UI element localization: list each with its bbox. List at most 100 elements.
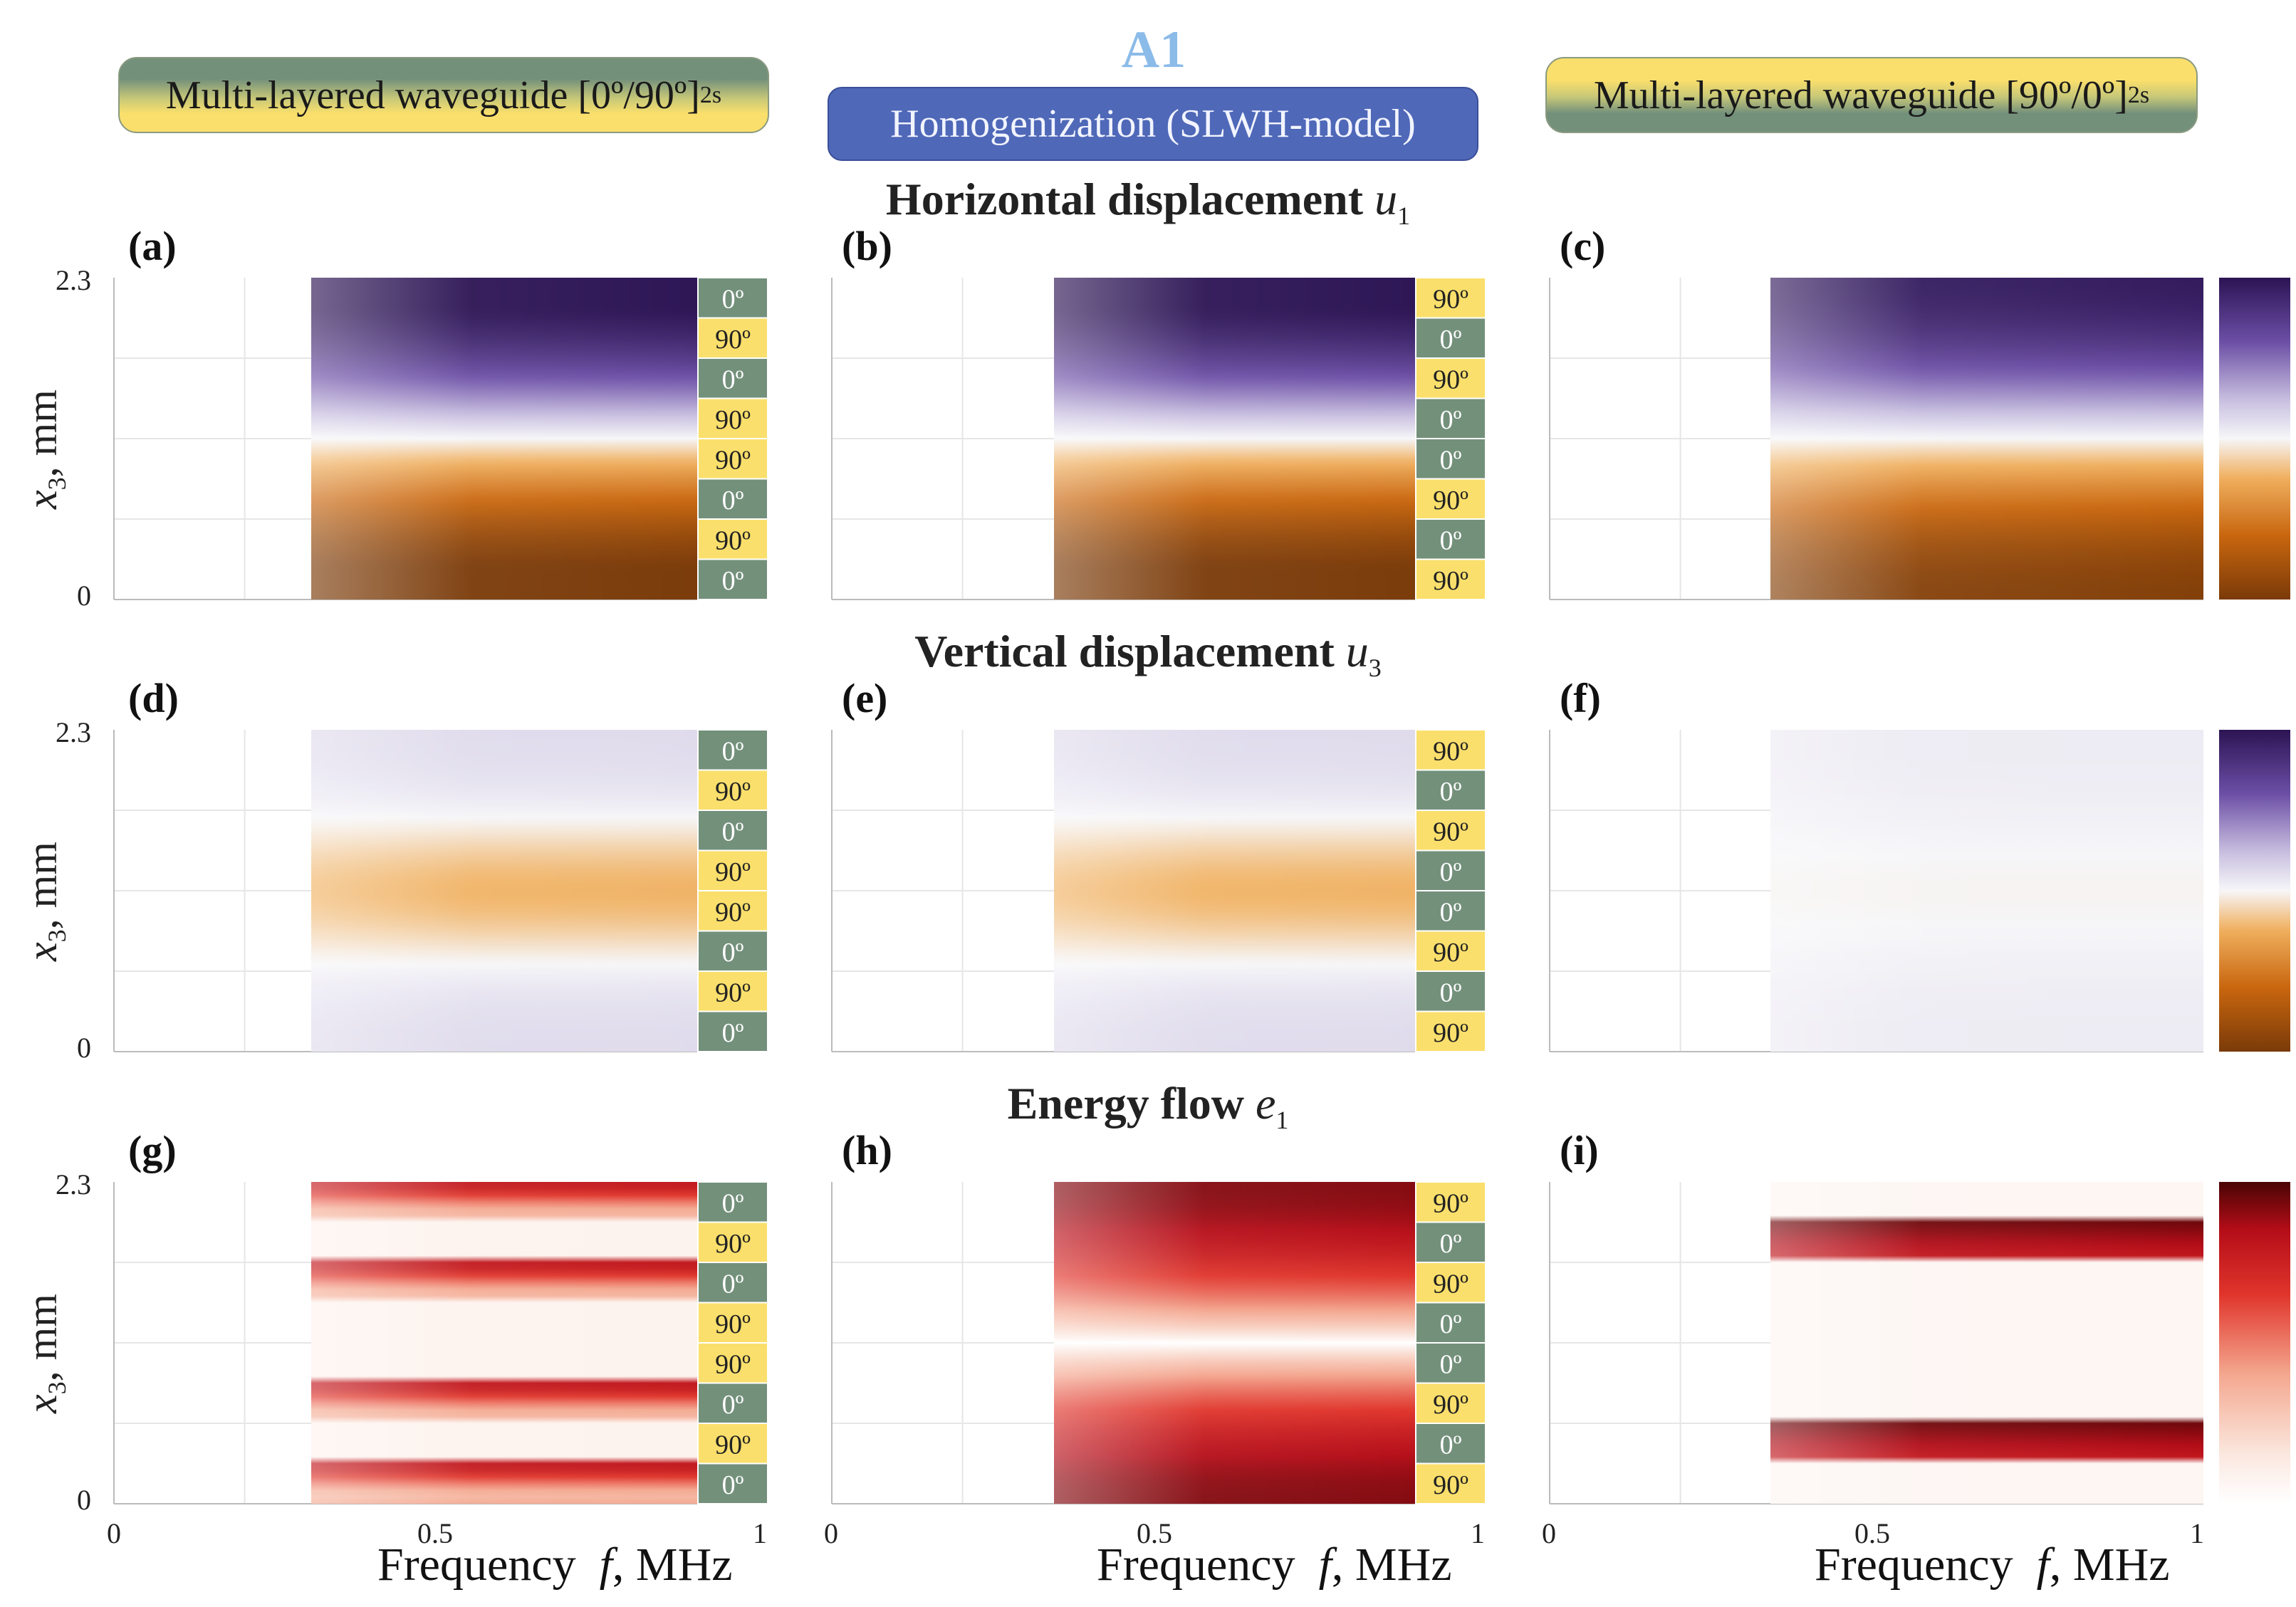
ply-label: 90º [715,405,751,435]
panel-label-i: (i) [1560,1127,1599,1173]
ply-label: 0º [1440,1430,1462,1460]
ply-label: 90º [715,777,751,807]
row-title-sub: 1 [1275,1105,1289,1134]
ply-label: 0º [1440,897,1462,927]
ply-label: 0º [1440,777,1462,807]
y-tick-top: 2.3 [56,264,91,296]
ply-label: 0º [1440,445,1462,475]
ply-block-0 [1415,397,1486,439]
ply-block-0 [1415,849,1486,891]
x-axis-var: f [599,1539,612,1591]
ply-label: 0º [722,817,744,847]
row-title-text: Horizontal displacement [885,174,1364,224]
ply-label: 0º [722,1390,744,1420]
ply-block-0 [697,1262,768,1304]
right-model-banner: Multi-layered waveguide [90º/0º] 2s [1545,57,2198,133]
ply-block-90 [697,518,768,560]
ply-label: 0º [722,1188,744,1218]
row-title-energy: Energy flow e1 [0,1077,2296,1135]
ply-label: 90º [1433,938,1468,968]
ply-label: 0º [722,1269,744,1299]
heatmap-shading [1770,1182,2203,1504]
x-axis-label: Frequency f, MHz [1815,1538,2170,1592]
ply-block-90 [1415,558,1486,600]
heatmap-shading [311,730,768,1052]
ply-block-0 [697,1462,768,1504]
x-axis-var: f [1318,1539,1332,1591]
ply-label: 90º [715,445,751,475]
ply-block-0 [697,810,768,852]
row-title-symbol: u [1345,626,1369,676]
ply-label: 0º [722,486,744,515]
panel-label-c: (c) [1560,223,1606,269]
colorbar-e1 [2219,1182,2290,1504]
ply-label: 90º [1433,365,1468,394]
ply-label: 0º [1440,857,1462,887]
colorbar-u1 [2219,278,2290,600]
x-axis-unit: , MHz [612,1539,733,1591]
panel-label-h: (h) [842,1127,892,1173]
x-tick-0.5: 0.5 [1137,1517,1172,1549]
ply-block-0 [697,1010,768,1052]
row-title-text: Vertical displacement [914,626,1335,676]
ply-block-90 [1415,1262,1486,1304]
ply-block-0 [1415,1221,1486,1263]
row-title-symbol: e [1256,1078,1276,1129]
ply-block-90 [1415,1462,1486,1504]
ply-label: 90º [715,525,751,555]
x-tick-0: 0 [1542,1517,1556,1549]
heatmap-shading [311,1182,768,1504]
ply-block-90 [1415,810,1486,852]
right-banner-text: Multi-layered waveguide [90º/0º] [1593,73,2128,117]
panel-label-d: (d) [128,675,179,721]
ply-block-0 [1415,970,1486,1012]
ply-label: 0º [722,566,744,596]
row-title-sub: 1 [1397,201,1411,230]
ply-label: 90º [715,857,751,887]
ply-label: 0º [722,1018,744,1048]
row-title-vertical: Vertical displacement u3 [0,625,2296,683]
ply-block-90 [697,438,768,480]
ply-label: 90º [1433,284,1468,314]
x-axis-unit: , MHz [2049,1539,2170,1591]
ply-block-0 [697,357,768,399]
y-tick-bottom: 0 [77,1032,91,1064]
ply-label: 90º [1433,736,1468,766]
ply-label: 0º [722,365,744,394]
ply-label: 0º [1440,1229,1462,1259]
x-tick-0: 0 [107,1517,121,1549]
ply-block-90 [697,849,768,891]
ply-block-90 [1415,357,1486,399]
ply-block-0 [1415,890,1486,932]
ply-block-90 [697,890,768,932]
heatmap-shading [1054,730,1486,1052]
ply-block-90 [1415,1382,1486,1424]
ply-label: 0º [1440,978,1462,1007]
ply-block-90 [697,317,768,359]
ply-block-90 [697,769,768,811]
x-axis-label: Frequency f, MHz [377,1538,733,1592]
row-title-symbol: u [1374,174,1398,224]
ply-block-0 [697,277,768,319]
panel-label-g: (g) [128,1127,177,1173]
x-tick-0: 0 [824,1517,838,1549]
ply-label: 90º [715,1229,751,1259]
ply-label: 0º [722,284,744,314]
figure-label-a1: A1 [1121,21,1186,79]
heatmap-shading [1054,1182,1486,1504]
x-tick-1: 1 [753,1517,767,1549]
ply-block-0 [697,1382,768,1424]
y-tick-bottom: 0 [77,580,91,612]
ply-block-90 [1415,1010,1486,1052]
row-title-text: Energy flow [1007,1078,1244,1129]
panel-label-a: (a) [128,223,177,269]
ply-label: 90º [715,325,751,355]
x-axis-label: Frequency f, MHz [1097,1538,1452,1592]
x-tick-0.5: 0.5 [1854,1517,1890,1549]
ply-label: 0º [722,1470,744,1500]
ply-label: 90º [1433,1470,1468,1500]
ply-block-90 [1415,277,1486,319]
ply-block-0 [1415,317,1486,359]
left-banner-sub: 2s [699,81,722,108]
